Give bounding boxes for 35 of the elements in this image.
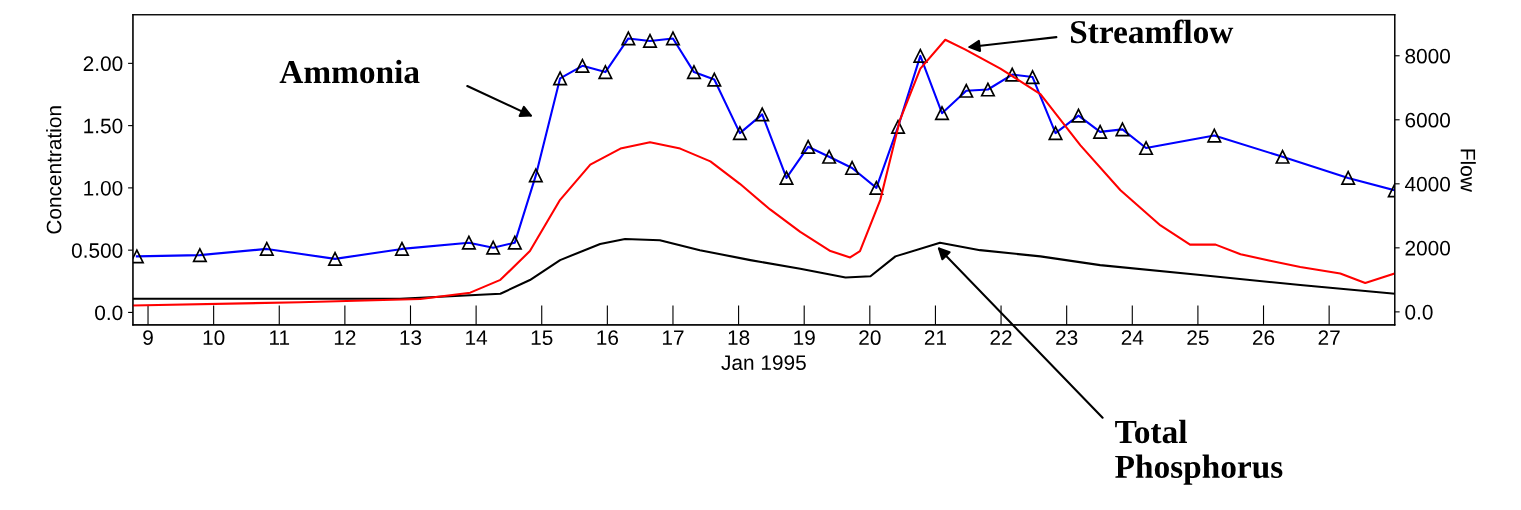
x-tick-label: 25: [1187, 330, 1209, 346]
x-tick-label: 9: [143, 330, 153, 346]
y2-tick-label: 4000: [1404, 176, 1451, 192]
annotation: Ammonia: [279, 59, 420, 84]
x-tick-label: 13: [400, 330, 422, 346]
x-tick-label: 12: [334, 330, 356, 345]
x-tick-label: 18: [728, 330, 750, 346]
y-tick-label: 1.00: [84, 180, 123, 196]
annotation: Streamflow: [1070, 19, 1234, 44]
y-tick-label: 2.00: [83, 56, 123, 72]
y-tick-label: 1.50: [84, 118, 123, 134]
y-axis-title: Concentration: [46, 106, 62, 234]
x-tick-label: 10: [203, 330, 225, 346]
x-tick-label: 14: [466, 330, 488, 345]
y-tick-label: 0.0: [95, 305, 123, 321]
y2-axis-title: Flow: [1460, 149, 1476, 192]
x-tick-label: 26: [1252, 330, 1275, 346]
x-axis-title: Jan 1995: [721, 355, 806, 371]
x-tick-label: 27: [1318, 330, 1340, 345]
x-tick-label: 24: [1121, 330, 1144, 345]
y2-tick-label: 0.0: [1405, 304, 1433, 320]
x-tick-label: 21: [924, 330, 947, 345]
x-tick-label: 20: [859, 330, 881, 346]
x-tick-label: 16: [597, 330, 619, 346]
y2-tick-label: 6000: [1405, 112, 1451, 128]
x-tick-label: 17: [662, 330, 684, 345]
x-tick-label: 11: [270, 330, 290, 345]
x-tick-label: 22: [990, 330, 1012, 345]
y-tick-label: 0.500: [71, 243, 123, 258]
x-tick-label: 19: [794, 330, 815, 346]
x-tick-label: 15: [531, 330, 553, 346]
text: Total Phosphorus: [1115, 419, 1283, 485]
y2-tick-label: 8000: [1405, 48, 1451, 64]
x-tick-label: 23: [1056, 330, 1078, 346]
y2-tick-label: 2000: [1405, 240, 1451, 256]
